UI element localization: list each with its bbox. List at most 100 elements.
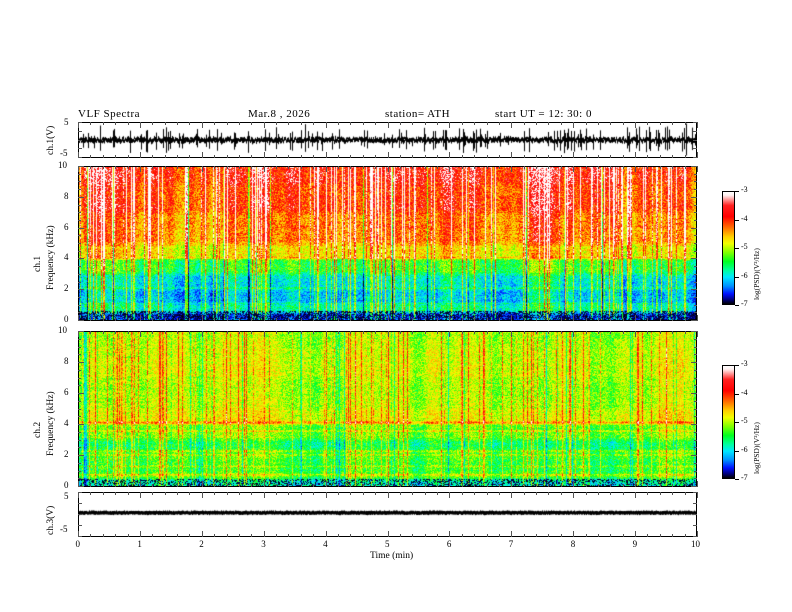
axis-tick — [610, 492, 612, 495]
axis-tick — [684, 331, 686, 334]
axis-tick — [78, 369, 81, 371]
axis-tick — [276, 318, 278, 321]
axis-tick — [337, 155, 339, 158]
axis-tick — [214, 331, 216, 334]
axis-tick — [313, 484, 315, 487]
axis-tick — [684, 166, 686, 169]
colorbar-tick — [735, 365, 739, 366]
axis-tick — [622, 155, 624, 158]
axis-tick — [189, 484, 191, 487]
axis-tick — [276, 534, 278, 537]
axis-tick — [461, 492, 463, 495]
axis-tick — [548, 484, 550, 487]
axis-tick — [276, 155, 278, 158]
axis-tick — [164, 166, 166, 169]
axis-tick — [78, 281, 81, 283]
axis-tick — [694, 312, 697, 314]
axis-tick — [300, 318, 302, 321]
axis-tick — [412, 155, 414, 158]
axis-tick — [424, 318, 426, 321]
axis-tick — [694, 173, 697, 175]
axis-tick — [238, 331, 240, 334]
axis-tick — [474, 484, 476, 487]
axis-tick — [697, 166, 698, 172]
axis-tick — [691, 362, 697, 363]
axis-tick — [693, 492, 697, 493]
axis-tick — [548, 155, 550, 158]
x-axis-label: Time (min) — [370, 551, 414, 561]
axis-tick — [659, 318, 661, 321]
axis-tick — [474, 122, 476, 125]
axis-tick — [647, 155, 649, 158]
axis-tick — [90, 331, 92, 334]
axis-tick — [560, 484, 562, 487]
axis-tick — [449, 492, 451, 498]
axis-tick — [115, 122, 117, 125]
axis-tick — [78, 470, 81, 472]
axis-tick — [313, 166, 315, 169]
axis-tick — [560, 318, 562, 321]
ch1-waveform-axis-label: ch.1(V) — [46, 125, 56, 155]
axis-tick — [263, 492, 265, 498]
axis-tick — [597, 155, 599, 158]
axis-tick — [635, 315, 637, 321]
axis-tick — [672, 155, 674, 158]
axis-tick — [437, 534, 439, 537]
axis-tick — [585, 318, 587, 321]
axis-tick — [263, 331, 265, 337]
axis-tick — [622, 122, 624, 125]
axis-tick — [449, 152, 451, 158]
axis-tick — [78, 424, 84, 425]
axis-tick — [337, 534, 339, 537]
axis-tick — [461, 331, 463, 334]
axis-tick — [78, 503, 82, 504]
time-tick-label: 1 — [137, 539, 142, 549]
axis-tick — [691, 455, 697, 456]
axis-tick — [115, 166, 117, 169]
axis-tick — [238, 166, 240, 169]
axis-tick — [78, 250, 81, 252]
axis-tick — [585, 155, 587, 158]
axis-tick — [78, 296, 81, 298]
axis-tick — [684, 122, 686, 125]
axis-tick — [560, 155, 562, 158]
axis-tick — [486, 331, 488, 334]
axis-tick — [350, 166, 352, 169]
axis-tick — [610, 534, 612, 537]
axis-tick — [461, 122, 463, 125]
axis-tick — [139, 531, 141, 537]
axis-tick — [449, 166, 451, 172]
axis-tick — [313, 534, 315, 537]
axis-tick — [325, 315, 327, 321]
axis-tick — [238, 534, 240, 537]
axis-tick — [610, 318, 612, 321]
axis-tick — [375, 331, 377, 334]
axis-tick — [350, 331, 352, 334]
frequency-tick-label: 2 — [64, 449, 69, 459]
axis-tick — [300, 484, 302, 487]
colorbar-tick — [735, 422, 739, 423]
axis-tick — [337, 492, 339, 495]
axis-tick — [189, 492, 191, 495]
axis-tick — [548, 534, 550, 537]
axis-tick — [177, 331, 179, 334]
axis-tick — [127, 166, 129, 169]
axis-tick — [177, 492, 179, 495]
axis-tick — [560, 331, 562, 334]
axis-tick — [585, 484, 587, 487]
axis-tick — [585, 166, 587, 169]
axis-tick — [127, 331, 129, 334]
axis-tick — [647, 122, 649, 125]
axis-tick — [694, 304, 697, 306]
ch1-ytick-pos5: 5 — [64, 117, 69, 127]
axis-tick — [536, 122, 538, 125]
axis-tick — [691, 486, 697, 487]
axis-tick — [251, 484, 253, 487]
axis-tick — [78, 486, 84, 487]
axis-tick — [288, 318, 290, 321]
axis-tick — [251, 155, 253, 158]
axis-tick — [189, 331, 191, 334]
axis-tick — [78, 204, 81, 206]
axis-tick — [691, 320, 697, 321]
axis-tick — [362, 331, 364, 334]
